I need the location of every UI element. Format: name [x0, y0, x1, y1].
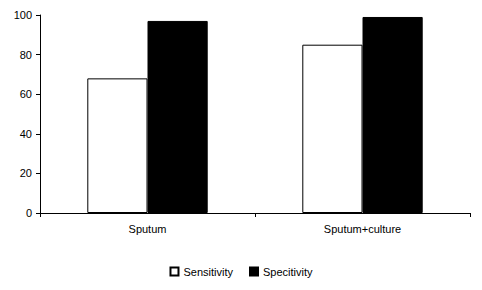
svg-text:100: 100	[14, 9, 32, 21]
svg-text:20: 20	[20, 167, 32, 179]
svg-text:0: 0	[26, 207, 32, 219]
svg-text:Sensitivity: Sensitivity	[183, 266, 233, 278]
svg-text:40: 40	[20, 128, 32, 140]
svg-text:80: 80	[20, 49, 32, 61]
svg-text:60: 60	[20, 88, 32, 100]
svg-text:Specitivity: Specitivity	[263, 266, 313, 278]
svg-text:Sputum+culture: Sputum+culture	[324, 223, 401, 235]
svg-text:Sputum: Sputum	[129, 223, 167, 235]
